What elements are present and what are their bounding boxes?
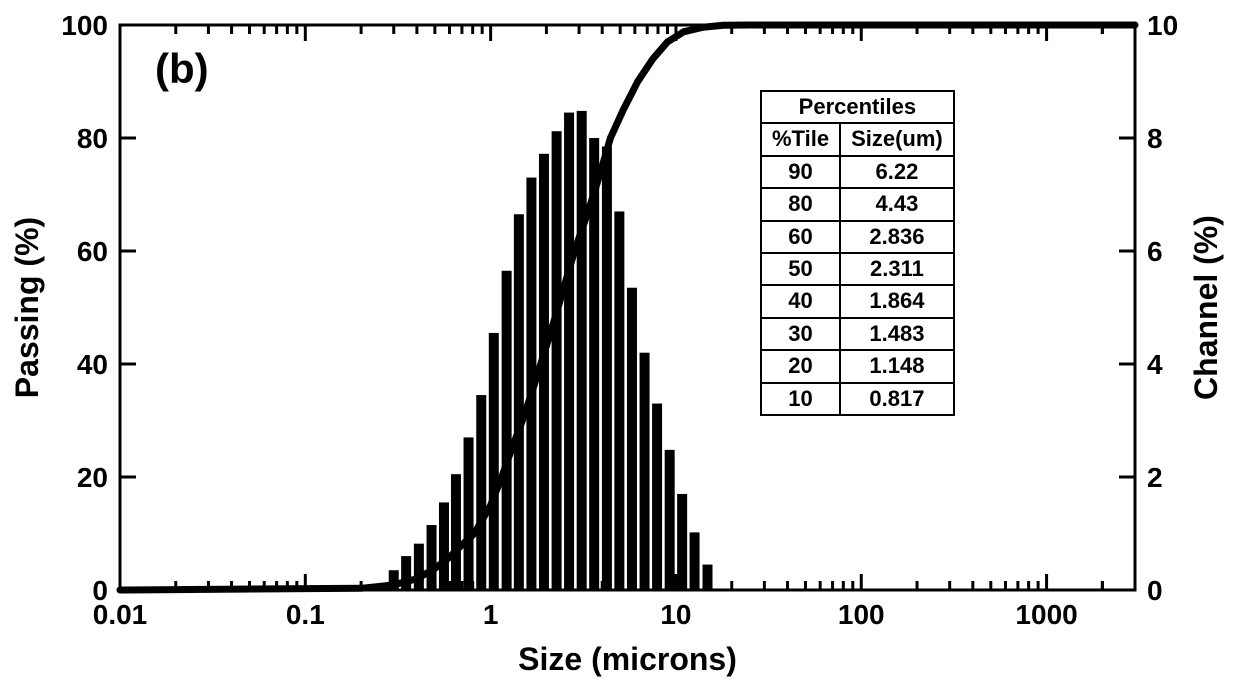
y-right-tick-label: 2	[1147, 462, 1163, 493]
x-tick-label: 1000	[1015, 599, 1077, 630]
channel-bar	[552, 131, 562, 590]
percentile-tile: 40	[761, 285, 840, 317]
percentile-size: 1.864	[840, 285, 954, 317]
y-right-tick-label: 10	[1147, 10, 1178, 41]
channel-bar	[614, 211, 624, 590]
channel-bar	[564, 113, 574, 590]
channel-bar	[640, 353, 650, 590]
percentile-tile: 10	[761, 383, 840, 415]
percentile-tile: 90	[761, 156, 840, 188]
table-row: 602.836	[761, 221, 954, 253]
table-row: 401.864	[761, 285, 954, 317]
particle-size-chart: 0.010.11101001000Size (microns)020406080…	[0, 0, 1240, 690]
channel-bar	[439, 502, 449, 590]
x-tick-label: 1	[483, 599, 499, 630]
percentile-tile: 50	[761, 253, 840, 285]
subplot-label: (b)	[155, 45, 209, 93]
percentiles-col-tile: %Tile	[761, 123, 840, 155]
channel-bar	[652, 404, 662, 590]
y-right-tick-label: 0	[1147, 575, 1163, 606]
channel-bar	[577, 111, 587, 590]
chart-svg: 0.010.11101001000Size (microns)020406080…	[0, 0, 1240, 690]
y-left-tick-label: 80	[77, 123, 108, 154]
channel-bar	[514, 214, 524, 590]
percentile-size: 2.836	[840, 221, 954, 253]
percentiles-col-size: Size(um)	[840, 123, 954, 155]
x-tick-label: 10	[660, 599, 691, 630]
percentile-size: 2.311	[840, 253, 954, 285]
percentile-size: 1.483	[840, 318, 954, 350]
y-right-tick-label: 8	[1147, 123, 1163, 154]
y-left-tick-label: 40	[77, 349, 108, 380]
percentile-tile: 80	[761, 188, 840, 220]
y-right-tick-label: 6	[1147, 236, 1163, 267]
y-left-axis-label: Passing (%)	[9, 217, 45, 398]
y-left-tick-label: 20	[77, 462, 108, 493]
y-left-tick-label: 100	[61, 10, 108, 41]
channel-bar	[703, 565, 713, 590]
percentile-tile: 30	[761, 318, 840, 350]
channel-bar	[690, 532, 700, 590]
y-left-tick-label: 0	[92, 575, 108, 606]
channel-bar	[665, 450, 675, 590]
channel-bar	[427, 525, 437, 590]
table-row: 201.148	[761, 350, 954, 382]
x-axis-label: Size (microns)	[518, 641, 737, 677]
percentile-size: 1.148	[840, 350, 954, 382]
y-left-tick-label: 60	[77, 236, 108, 267]
table-row: 906.22	[761, 156, 954, 188]
table-row: 502.311	[761, 253, 954, 285]
percentiles-table: Percentiles %Tile Size(um) 906.22804.436…	[760, 90, 955, 416]
channel-bar	[464, 437, 474, 590]
channel-bar	[502, 271, 512, 590]
channel-bar	[627, 288, 637, 590]
channel-bar	[677, 494, 687, 590]
channel-bar	[489, 333, 499, 590]
percentile-size: 6.22	[840, 156, 954, 188]
table-row: 804.43	[761, 188, 954, 220]
channel-bar	[476, 395, 486, 590]
y-right-tick-label: 4	[1147, 349, 1163, 380]
x-tick-label: 100	[838, 599, 885, 630]
percentile-tile: 20	[761, 350, 840, 382]
channel-bar	[451, 474, 461, 590]
table-row: 100.817	[761, 383, 954, 415]
channel-bar	[602, 146, 612, 590]
channel-bar	[414, 544, 424, 590]
x-tick-label: 0.1	[286, 599, 325, 630]
percentile-size: 0.817	[840, 383, 954, 415]
y-right-axis-label: Channel (%)	[1188, 215, 1224, 400]
table-row: 301.483	[761, 318, 954, 350]
percentile-size: 4.43	[840, 188, 954, 220]
percentile-tile: 60	[761, 221, 840, 253]
percentiles-title: Percentiles	[761, 91, 954, 123]
